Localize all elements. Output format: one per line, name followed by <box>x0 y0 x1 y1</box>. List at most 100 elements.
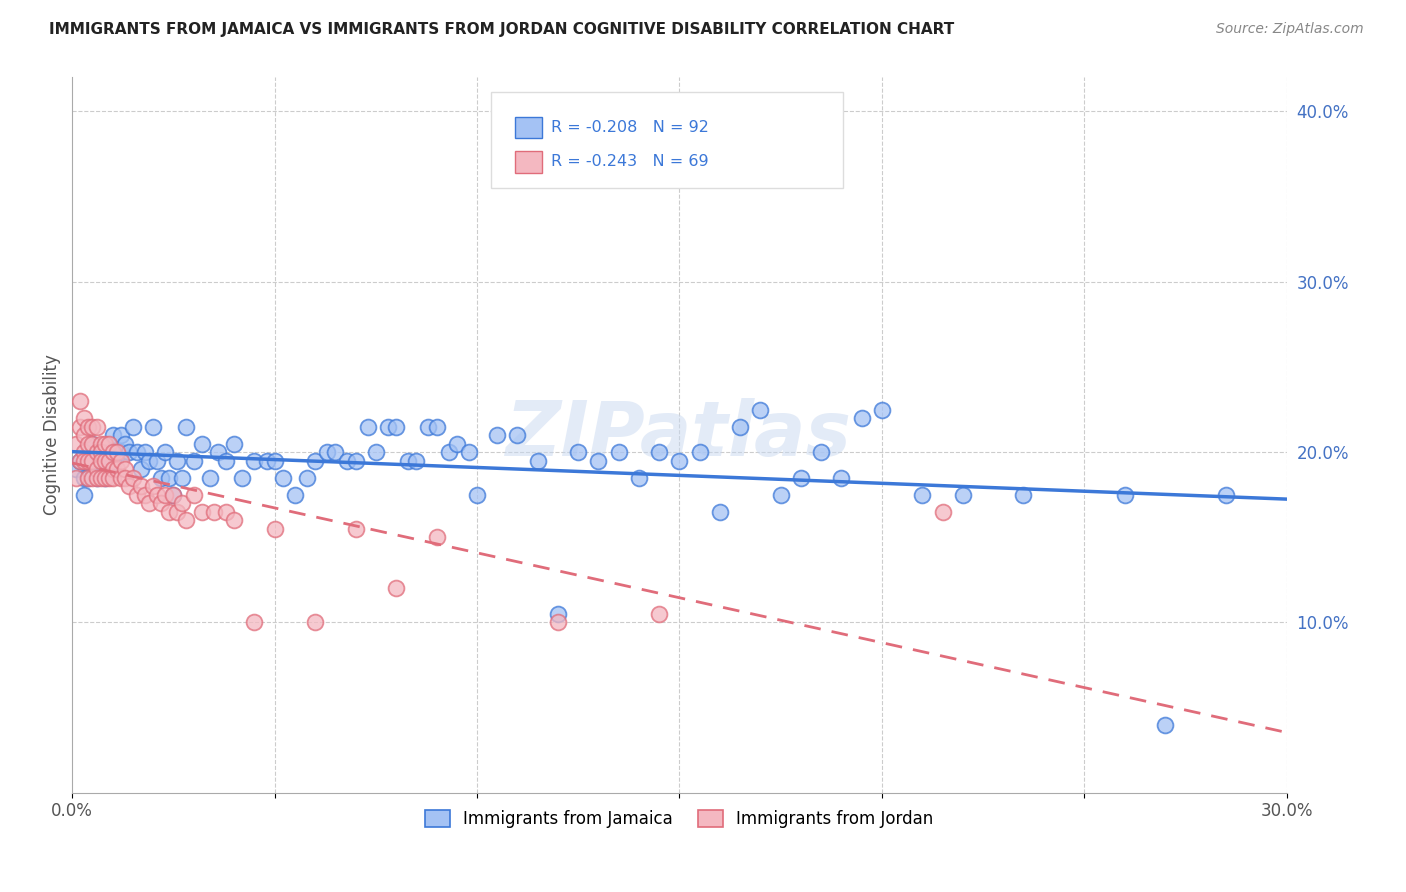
Point <box>118 445 141 459</box>
Point <box>97 445 120 459</box>
Point <box>689 445 711 459</box>
Point <box>129 479 152 493</box>
Point <box>73 428 96 442</box>
Text: Source: ZipAtlas.com: Source: ZipAtlas.com <box>1216 22 1364 37</box>
Point <box>86 470 108 484</box>
Point <box>97 453 120 467</box>
Text: ZIPatlas: ZIPatlas <box>506 398 852 472</box>
Point <box>191 436 214 450</box>
Point <box>110 453 132 467</box>
Point <box>86 462 108 476</box>
Point <box>125 488 148 502</box>
Point <box>101 428 124 442</box>
Point <box>93 470 115 484</box>
Point <box>385 419 408 434</box>
Point <box>105 445 128 459</box>
Point <box>93 470 115 484</box>
Point <box>101 470 124 484</box>
Point <box>271 470 294 484</box>
Point <box>101 453 124 467</box>
Point <box>588 453 610 467</box>
Point <box>101 462 124 476</box>
Point <box>851 411 873 425</box>
Point <box>385 582 408 596</box>
Point <box>911 488 934 502</box>
Point <box>114 470 136 484</box>
Point <box>69 453 91 467</box>
Point <box>90 436 112 450</box>
Point <box>134 488 156 502</box>
Point <box>65 462 87 476</box>
Point <box>110 428 132 442</box>
Point <box>82 453 104 467</box>
Point <box>231 470 253 484</box>
Text: R = -0.208   N = 92: R = -0.208 N = 92 <box>551 120 709 135</box>
Point <box>668 453 690 467</box>
Point <box>243 453 266 467</box>
Point <box>82 470 104 484</box>
Point <box>183 488 205 502</box>
Point <box>506 428 529 442</box>
Point <box>105 462 128 476</box>
Point <box>547 615 569 630</box>
Y-axis label: Cognitive Disability: Cognitive Disability <box>44 355 60 516</box>
Point <box>77 453 100 467</box>
Point <box>73 445 96 459</box>
Point <box>183 453 205 467</box>
FancyBboxPatch shape <box>516 151 543 172</box>
Point <box>357 419 380 434</box>
Point <box>547 607 569 621</box>
Point <box>138 496 160 510</box>
Point <box>437 445 460 459</box>
Point <box>325 445 347 459</box>
Point <box>142 419 165 434</box>
Point <box>304 453 326 467</box>
Point <box>105 445 128 459</box>
Point <box>295 470 318 484</box>
Point <box>316 445 339 459</box>
Point <box>65 436 87 450</box>
Text: IMMIGRANTS FROM JAMAICA VS IMMIGRANTS FROM JORDAN COGNITIVE DISABILITY CORRELATI: IMMIGRANTS FROM JAMAICA VS IMMIGRANTS FR… <box>49 22 955 37</box>
Point <box>93 436 115 450</box>
Point <box>256 453 278 467</box>
Point <box>73 470 96 484</box>
Point <box>1215 488 1237 502</box>
Point <box>150 496 173 510</box>
Point <box>77 470 100 484</box>
Point <box>198 470 221 484</box>
Point <box>86 419 108 434</box>
Point <box>90 445 112 459</box>
Point <box>65 470 87 484</box>
Point <box>97 436 120 450</box>
Point <box>526 453 548 467</box>
Legend: Immigrants from Jamaica, Immigrants from Jordan: Immigrants from Jamaica, Immigrants from… <box>419 803 941 834</box>
Point <box>425 530 447 544</box>
Point <box>952 488 974 502</box>
Point <box>155 488 177 502</box>
Point <box>1114 488 1136 502</box>
Point <box>162 488 184 502</box>
Point <box>191 505 214 519</box>
Point <box>157 470 180 484</box>
Point <box>97 462 120 476</box>
Point <box>263 522 285 536</box>
Point <box>73 488 96 502</box>
Point <box>162 488 184 502</box>
Point <box>304 615 326 630</box>
Point <box>73 453 96 467</box>
Point <box>134 445 156 459</box>
Point <box>114 462 136 476</box>
Point <box>567 445 589 459</box>
Point <box>101 445 124 459</box>
Point <box>118 479 141 493</box>
Point <box>82 436 104 450</box>
Point <box>146 453 169 467</box>
Point <box>377 419 399 434</box>
Point <box>77 470 100 484</box>
Point <box>207 445 229 459</box>
Point <box>129 462 152 476</box>
Point <box>344 522 367 536</box>
Point <box>86 445 108 459</box>
Point <box>90 453 112 467</box>
Point <box>396 453 419 467</box>
